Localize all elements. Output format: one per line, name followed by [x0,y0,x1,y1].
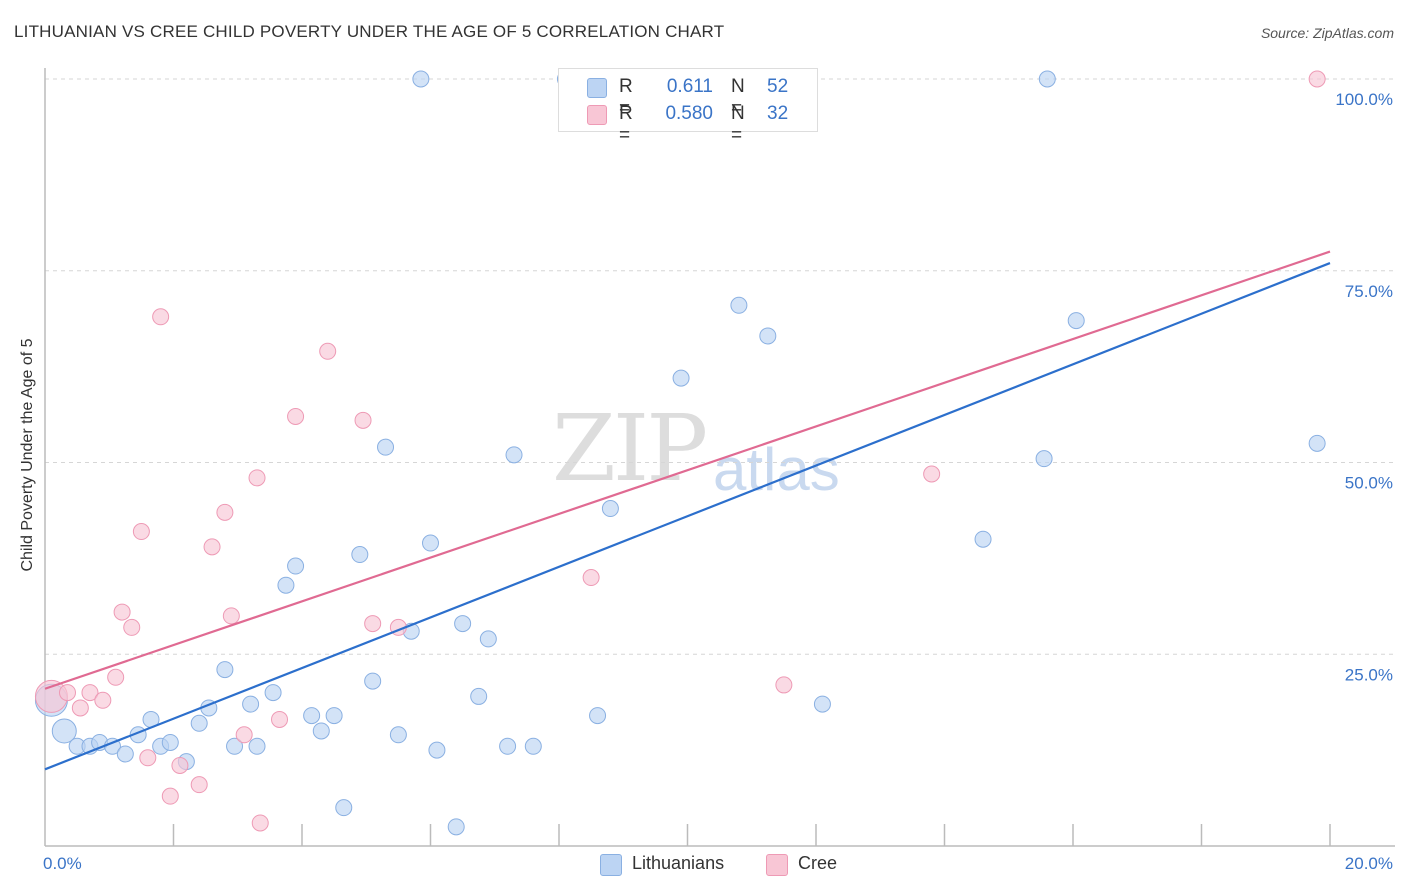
bottom-legend-swatch-cree [766,854,788,876]
lithuanian-point [1308,434,1326,452]
cree-point [287,407,305,425]
lithuanian-point [351,546,369,564]
watermark-zip: ZIP [552,395,708,502]
cree-point [113,603,131,621]
cree-point [222,607,240,625]
cree-point [132,523,150,541]
chart-title: LITHUANIAN VS CREE CHILD POVERTY UNDER T… [14,22,725,41]
lithuanian-point [730,296,748,314]
legend-r-label: R = [619,103,633,146]
lithuanian-point [216,661,234,679]
cree-point [123,618,141,636]
lithuanian-point [248,737,266,755]
bottom-legend-label: Lithuanians [632,853,725,873]
cree-point [71,699,89,717]
lithuanian-point [813,695,831,713]
cree-point [271,710,289,728]
lithuanian-point [428,741,446,759]
lithuanian-point [242,695,260,713]
lithuanian-point [364,672,382,690]
cree-point [203,538,221,556]
y-tick-label: 50.0% [1345,474,1393,493]
legend-r-label: R = [619,76,633,119]
correlation-legend: R = 0.611 N = 52 R = 0.580 N = 32 [558,68,818,146]
cree-point [190,776,208,794]
lithuanian-trend-line [44,262,1331,771]
cree-trend-line [44,250,1331,690]
lithuanian-point [524,737,542,755]
cree-point [161,787,179,805]
legend-n-value: 32 [767,103,789,124]
lithuanian-point [672,369,690,387]
cree-point [1308,70,1326,88]
lithuanian-point [589,707,607,725]
legend-r-value: 0.611 [666,76,713,97]
lithuanian-point [1035,450,1053,468]
bottom-legend-swatch-lithuanians [600,854,622,876]
lithuanian-point [303,707,321,725]
source-label: Source: ZipAtlas.com [1260,25,1394,41]
cree-point [582,569,600,587]
lithuanian-point [389,726,407,744]
cree-point [364,615,382,633]
y-tick-label: 100.0% [1335,90,1393,109]
lithuanian-point [601,500,619,518]
lithuanian-point [412,70,430,88]
cree-point [319,342,337,360]
lithuanian-point [454,615,472,633]
lithuanian-point [116,745,134,763]
lithuanian-point [422,534,439,552]
lithuanian-point [1038,70,1056,88]
legend-r-value: 0.580 [665,103,713,124]
cree-point [171,756,189,774]
cree-point [923,465,941,483]
cree-point [94,691,112,709]
lithuanian-point [226,737,244,755]
lithuanian-point [759,327,777,345]
lithuanian-point [264,684,282,702]
lithuanian-point [505,446,523,464]
lithuanian-point [51,718,77,744]
lithuanian-point [161,733,179,751]
cree-point [775,676,793,694]
legend-swatch-cree [587,105,607,125]
bottom-legend-label: Cree [798,853,838,873]
cree-point [139,749,157,767]
lithuanian-point [190,714,208,732]
legend-swatch-lithuanians [587,78,607,98]
y-tick-label: 75.0% [1345,282,1393,301]
cree-point [81,684,99,702]
lithuanian-point [499,737,517,755]
lithuanian-point [470,687,488,705]
lithuanian-point [312,722,330,740]
x-tick-label: 20.0% [1345,854,1393,873]
cree-point [216,503,234,521]
legend-n-value: 52 [767,76,789,97]
lithuanian-point [325,707,343,725]
cree-point [58,684,76,702]
legend-n-label: N = [731,76,745,119]
cree-point [107,668,125,686]
cree-point [152,308,170,326]
lithuanian-point [287,557,305,575]
x-tick-label: 0.0% [43,854,82,873]
y-tick-label: 25.0% [1345,665,1393,684]
lithuanian-point [377,438,395,456]
lithuanian-point [447,818,465,836]
cree-point [248,469,266,487]
cree-point [354,411,372,429]
lithuanian-point [277,576,295,594]
cree-point [235,726,253,744]
legend-n-label: N = [731,103,745,146]
lithuanian-point [974,530,992,548]
watermark-atlas: atlas [713,436,840,503]
lithuanian-point [479,630,497,648]
cree-point [251,814,269,832]
lithuanian-point [335,799,353,817]
lithuanian-point [1067,312,1085,330]
